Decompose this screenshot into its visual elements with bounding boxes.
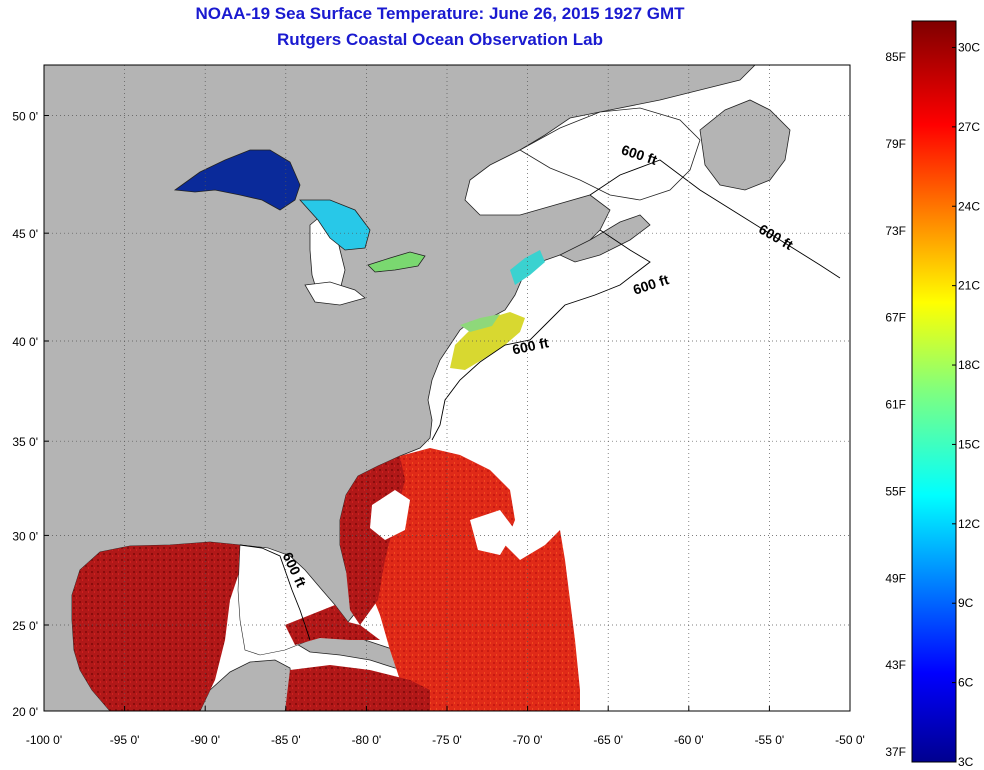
gulf-st-lawrence	[519, 107, 701, 201]
sst-shelf-mid-atlantic	[450, 312, 525, 370]
lon-tick-label: -80 0'	[352, 733, 382, 747]
lon-tick-label: -65 0'	[593, 733, 623, 747]
sst-south-atlantic	[358, 448, 580, 711]
colorbar-f-label: 79F	[885, 137, 906, 151]
lon-tick-label: -95 0'	[110, 733, 140, 747]
colorbar-c-label: 15C	[958, 437, 980, 451]
map-axes: -100 0' -95 0' -90 0' -85 0' -80 0' -75 0' -70…	[12, 109, 864, 747]
lon-tick-label: -60 0'	[674, 733, 704, 747]
lat-tick-label: 30 0'	[12, 529, 38, 543]
lake-huron	[299, 199, 371, 251]
sst-gulf-of-mexico	[72, 542, 240, 711]
colorbar-f-label: 67F	[885, 311, 906, 325]
sst-shelf-nj	[460, 314, 500, 332]
lake-superior	[173, 149, 301, 211]
land-newfoundland	[699, 99, 791, 191]
contour-label: 600 ft	[511, 334, 550, 357]
lon-tick-label: -50 0'	[835, 733, 865, 747]
lat-tick-label: 35 0'	[12, 435, 38, 449]
lake-ontario	[304, 281, 366, 306]
lon-tick-label: -90 0'	[190, 733, 220, 747]
colorbar-c-label: 21C	[958, 279, 980, 293]
colorbar-f-label: 55F	[885, 484, 906, 498]
lon-tick-label: -70 0'	[513, 733, 543, 747]
map-subtitle: Rutgers Coastal Ocean Observation Lab	[277, 30, 603, 49]
colorbar-c-label: 24C	[958, 199, 980, 213]
cloud-gap-1	[370, 490, 410, 540]
lat-tick-label: 45 0'	[12, 227, 38, 241]
colorbar-c-label: 30C	[958, 40, 980, 54]
colorbar-c-label: 9C	[958, 596, 974, 610]
colorbar-f-label: 73F	[885, 224, 906, 238]
colorbar-c-label: 3C	[958, 755, 974, 769]
colorbar-c-label: 6C	[958, 676, 974, 690]
colorbar-f-label: 37F	[885, 745, 906, 759]
land-nova-scotia	[559, 214, 651, 263]
sst-caribbean	[285, 665, 430, 711]
sst-northeast-coast	[510, 250, 545, 285]
colorbar-f-label: 85F	[885, 50, 906, 64]
colorbar-c-label: 12C	[958, 517, 980, 531]
lon-tick-label: -55 0'	[755, 733, 785, 747]
colorbar-gradient	[911, 20, 957, 763]
lon-tick-label: -85 0'	[271, 733, 301, 747]
map-title: NOAA-19 Sea Surface Temperature: June 26…	[195, 4, 685, 23]
colorbar-f-label: 43F	[885, 658, 906, 672]
lake-erie	[367, 251, 426, 273]
lat-tick-label: 25 0'	[12, 619, 38, 633]
lat-tick-label: 20 0'	[12, 705, 38, 719]
lat-tick-label: 40 0'	[12, 335, 38, 349]
colorbar-f-label: 49F	[885, 571, 906, 585]
lat-tick-label: 50 0'	[12, 109, 38, 123]
lon-tick-label: -100 0'	[26, 733, 62, 747]
colorbar-f-label: 61F	[885, 398, 906, 412]
cloud-gap-2	[470, 510, 515, 555]
colorbar-c-label: 18C	[958, 358, 980, 372]
lon-tick-label: -75 0'	[432, 733, 462, 747]
colorbar-c-label: 27C	[958, 120, 980, 134]
